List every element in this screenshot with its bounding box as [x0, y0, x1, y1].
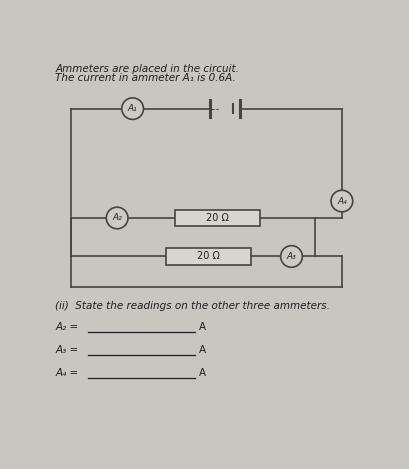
Text: Ammeters are placed in the circuit.: Ammeters are placed in the circuit.: [55, 64, 238, 74]
Text: A₄ =: A₄ =: [55, 368, 78, 378]
Text: A: A: [198, 368, 205, 378]
Text: A: A: [198, 322, 205, 332]
Text: 20 Ω: 20 Ω: [197, 251, 220, 262]
Text: A₂ =: A₂ =: [55, 322, 78, 332]
Text: A₃ =: A₃ =: [55, 345, 78, 355]
Text: A₂: A₂: [112, 213, 122, 222]
FancyBboxPatch shape: [166, 248, 251, 265]
Text: A₃: A₃: [286, 252, 296, 261]
Text: The current in ammeter A₁ is 0.6A.: The current in ammeter A₁ is 0.6A.: [55, 73, 235, 83]
Text: A₁: A₁: [128, 104, 137, 113]
Circle shape: [106, 207, 128, 229]
Circle shape: [330, 190, 352, 212]
Circle shape: [280, 246, 301, 267]
Text: A₄: A₄: [336, 197, 346, 205]
Text: 20 Ω: 20 Ω: [206, 213, 229, 223]
Text: (ii)  State the readings on the other three ammeters.: (ii) State the readings on the other thr…: [55, 301, 329, 311]
Circle shape: [121, 98, 143, 120]
Text: A: A: [198, 345, 205, 355]
FancyBboxPatch shape: [175, 210, 260, 227]
